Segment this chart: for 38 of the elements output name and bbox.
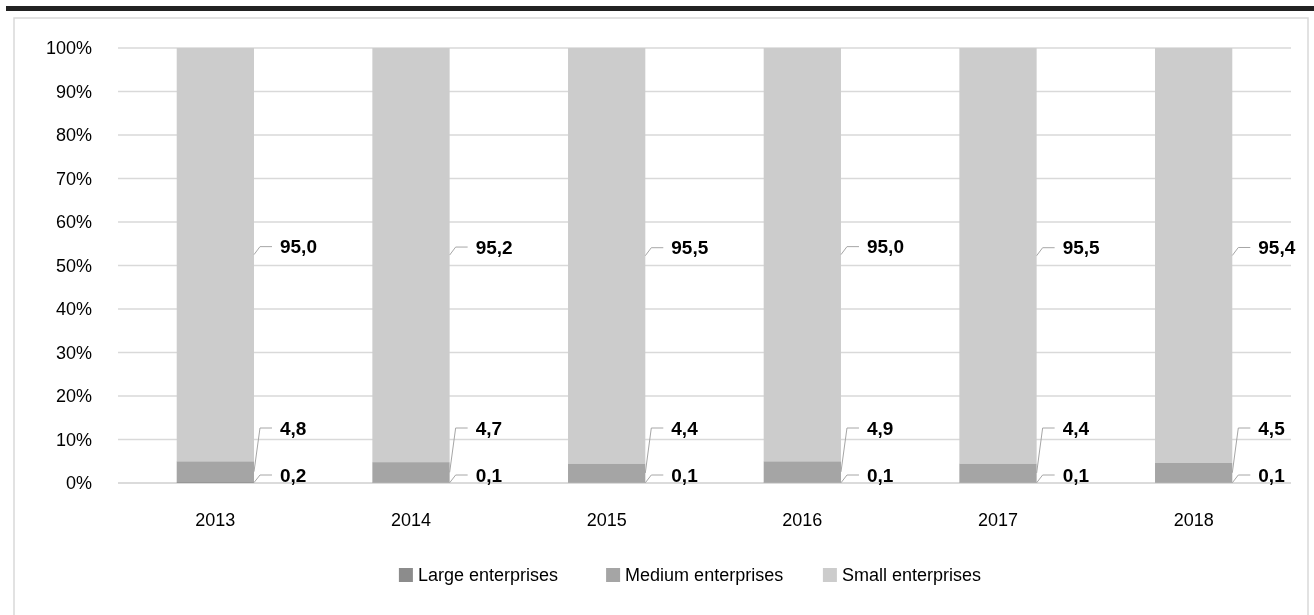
y-tick-label: 20% <box>55 386 92 407</box>
y-tick-label: 70% <box>55 168 92 189</box>
y-tick-label: 40% <box>55 299 92 320</box>
data-label: 0,1 <box>866 464 894 486</box>
y-tick-label: 100% <box>45 38 92 59</box>
data-label: 4,4 <box>1062 417 1090 439</box>
data-label: 0,2 <box>279 464 307 486</box>
data-label: 0,1 <box>1062 464 1090 486</box>
y-tick-label: 60% <box>55 212 92 233</box>
x-tick-label: 2015 <box>586 510 627 531</box>
y-tick-label: 80% <box>55 125 92 146</box>
y-tick-label: 10% <box>55 429 92 450</box>
data-label: 95,0 <box>866 236 904 258</box>
data-label: 95,5 <box>671 237 709 259</box>
legend-label: Small enterprises <box>841 565 981 586</box>
y-tick-label: 0% <box>65 473 92 494</box>
data-label: 4,8 <box>279 417 307 439</box>
y-tick-label: 30% <box>55 342 92 363</box>
x-tick-label: 2013 <box>195 510 236 531</box>
data-label: 4,5 <box>1258 417 1286 439</box>
data-label: 4,9 <box>866 417 894 439</box>
data-label: 4,4 <box>671 417 699 439</box>
y-tick-label: 90% <box>55 81 92 102</box>
data-label: 0,1 <box>671 464 699 486</box>
data-label: 95,0 <box>279 236 317 258</box>
data-label: 0,1 <box>1258 464 1286 486</box>
y-tick-label: 50% <box>55 255 92 276</box>
legend-label: Medium enterprises <box>625 565 784 586</box>
x-tick-label: 2016 <box>782 510 823 531</box>
x-tick-label: 2018 <box>1173 510 1214 531</box>
x-tick-label: 2014 <box>390 510 432 531</box>
data-label: 95,5 <box>1062 237 1101 259</box>
legend-label: Large enterprises <box>417 565 558 586</box>
data-label: 0,1 <box>475 464 503 486</box>
data-label: 95,2 <box>475 236 513 258</box>
data-label: 95,4 <box>1258 237 1296 259</box>
x-tick-label: 2017 <box>977 510 1019 531</box>
data-label: 4,7 <box>475 417 503 439</box>
